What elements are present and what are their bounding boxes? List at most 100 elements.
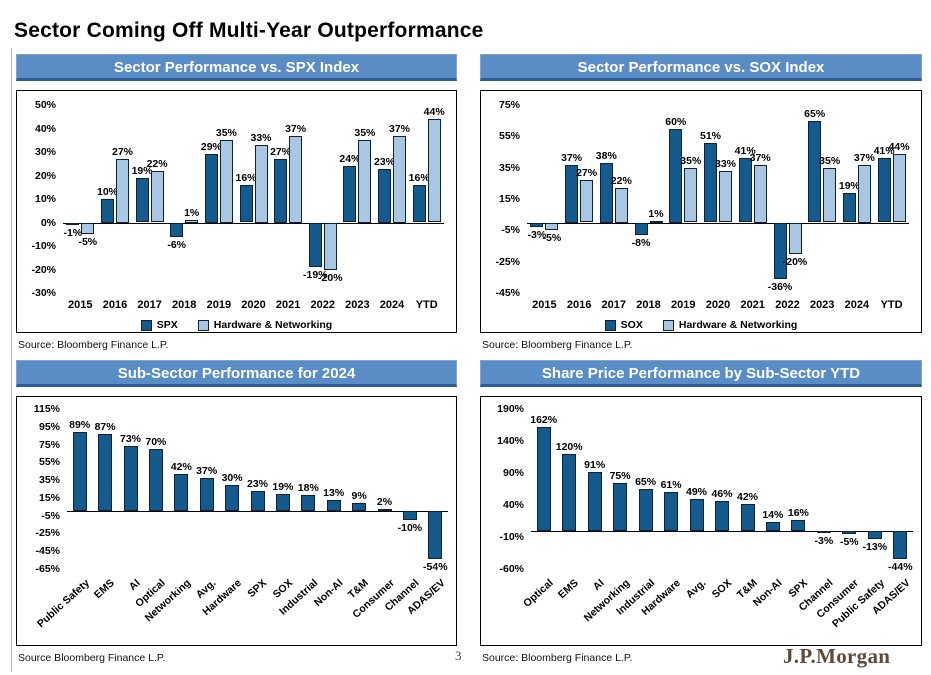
bar: [170, 222, 184, 237]
bar-value-label: 73%: [119, 433, 142, 446]
bar-value-label: 16%: [787, 507, 809, 520]
legend-item: SOX: [604, 319, 643, 331]
bar: [378, 168, 391, 223]
x-axis-label: 2022: [310, 299, 336, 311]
bar-value-label: -20%: [782, 255, 808, 268]
bar: [343, 166, 357, 223]
bar-value-label: 30%: [221, 471, 243, 484]
bar-value-label: 70%: [145, 436, 167, 448]
bar: [738, 158, 752, 223]
legend-item: SPX: [140, 319, 178, 331]
bar-value-label: 2%: [376, 496, 393, 509]
x-axis-label-text: Public Safety: [34, 577, 92, 631]
bar-value-label: -5%: [839, 535, 859, 548]
panel-header-spx: Sector Performance vs. SPX Index: [16, 54, 457, 81]
x-axis-line: [531, 530, 913, 532]
legend-label: SPX: [156, 319, 178, 331]
bar-value-label: -44%: [888, 560, 913, 573]
bar-value-label: 16%: [235, 171, 257, 184]
x-axis-line: [527, 222, 909, 224]
bar: [289, 135, 303, 223]
bar-value-label: 27%: [270, 146, 292, 159]
bar: [101, 199, 114, 223]
bar-value-label: -20%: [318, 271, 343, 284]
legend-swatch: [140, 319, 152, 331]
legend-item: Hardware & Networking: [662, 319, 798, 331]
bar-value-label: -19%: [303, 269, 328, 282]
bar: [66, 222, 80, 225]
bar: [614, 188, 628, 223]
x-axis-label-text: EMS: [92, 577, 118, 602]
bar: [842, 192, 856, 223]
legend-label: Hardware & Networking: [678, 319, 798, 331]
y-axis-tick: -25%: [495, 255, 520, 268]
bar-value-label: 9%: [351, 490, 367, 503]
bar: [613, 482, 628, 531]
chart-legend: SOX Hardware & Networking: [481, 319, 921, 331]
y-axis-tick: 140%: [497, 435, 524, 447]
bar: [773, 222, 787, 279]
x-axis-label: 2018: [171, 299, 197, 311]
bar: [81, 222, 95, 235]
bar-value-label: 89%: [69, 419, 91, 432]
bar-value-label: 16%: [408, 171, 430, 184]
bar-value-label: 37%: [285, 122, 307, 135]
bar-value-label: 49%: [685, 486, 708, 499]
bar-value-label: 37%: [388, 122, 411, 135]
bar-value-label: -8%: [631, 237, 651, 249]
bar: [684, 167, 698, 223]
y-axis-tick: 30%: [34, 146, 56, 158]
y-axis-tick: -10%: [31, 240, 56, 252]
bar-value-label: 24%: [339, 153, 361, 166]
bar: [715, 501, 729, 531]
bar: [72, 432, 87, 512]
y-axis-tick: 35%: [498, 161, 520, 174]
bar: [536, 426, 551, 531]
bar: [719, 170, 732, 223]
bar: [867, 530, 882, 539]
bar-value-label: 44%: [423, 106, 445, 119]
bar: [412, 184, 426, 223]
x-axis-label: 2017: [137, 299, 162, 311]
panel-header-subsector-ytd: Share Price Performance by Sub-Sector YT…: [480, 360, 922, 387]
bar-value-label: 37%: [749, 151, 771, 164]
bar-value-label: 19%: [838, 179, 860, 192]
bar-value-label: 22%: [146, 157, 168, 170]
x-axis-label: 2021: [740, 299, 765, 311]
page-number: 3: [455, 648, 462, 663]
legend-swatch: [662, 319, 674, 331]
bar-value-label: 37%: [853, 151, 875, 164]
bar-value-label: 10%: [96, 186, 119, 198]
y-axis-tick: 190%: [497, 403, 524, 415]
page-title: Sector Coming Off Multi-Year Outperforma…: [14, 19, 484, 43]
x-axis-label: 2018: [636, 299, 661, 311]
bar-value-label: -5%: [542, 232, 562, 245]
x-axis-label-text: SPX: [245, 577, 270, 600]
bar-value-label: 44%: [888, 140, 910, 153]
bar-value-label: 27%: [111, 146, 134, 159]
y-axis-tick: -5%: [41, 509, 60, 522]
y-axis-tick: 35%: [38, 474, 60, 487]
bar-value-label: -6%: [167, 238, 187, 251]
bar: [275, 494, 290, 512]
bar: [892, 153, 906, 223]
bar-value-label: 35%: [680, 154, 702, 167]
bar-value-label: 33%: [714, 157, 737, 170]
x-axis-label-text: Optical: [521, 577, 556, 610]
bar: [791, 520, 806, 531]
x-axis-label-text: SOX: [709, 577, 735, 601]
jpmorgan-logo: J.P.Morgan: [783, 644, 891, 668]
chart-subsector-2024: 115% 95% 75% 55% 35% 15% -5% -25% -45% -65% 89% 87%…: [16, 396, 457, 646]
y-axis-tick: -20%: [31, 263, 56, 276]
bar: [204, 154, 218, 223]
bar: [326, 499, 341, 512]
y-axis-tick: 40%: [34, 122, 56, 135]
bar-value-label: -5%: [78, 236, 98, 249]
bar-value-label: 35%: [354, 127, 376, 140]
source-note-sox: Source: Bloomberg Finance L.P.: [482, 339, 633, 351]
x-axis-label: 2017: [601, 299, 627, 311]
legend-swatch: [604, 319, 616, 331]
bar: [274, 159, 288, 223]
bar-value-label: -13%: [862, 540, 888, 553]
bar: [239, 184, 253, 223]
